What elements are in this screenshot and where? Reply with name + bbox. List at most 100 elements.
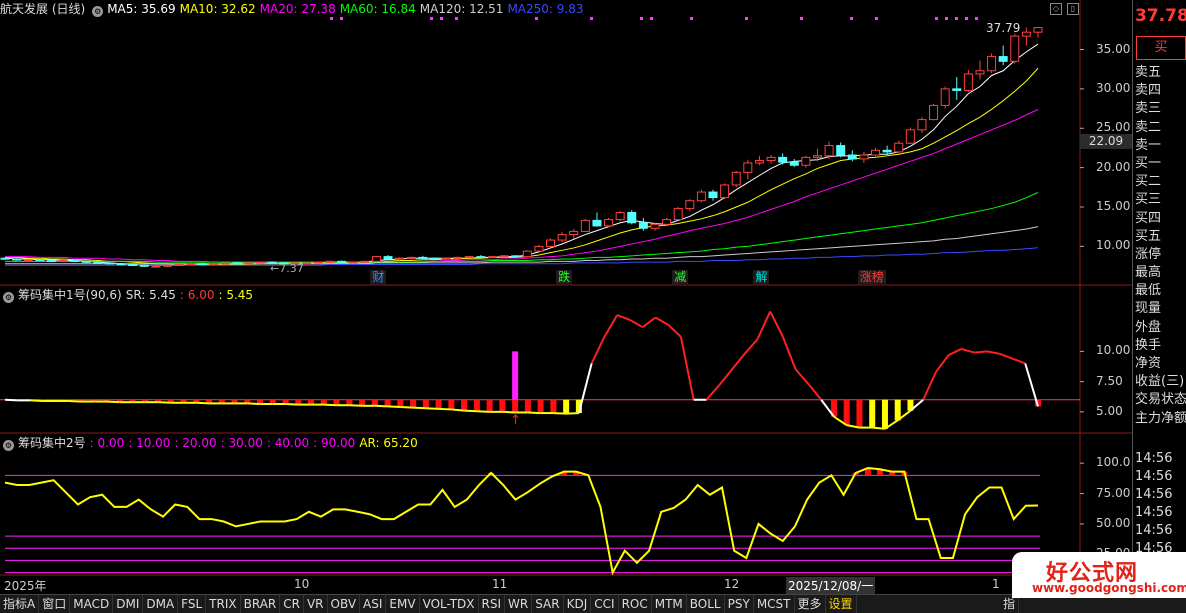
sr-bar: [193, 399, 200, 403]
indicator-tab[interactable]: WR: [505, 595, 533, 613]
indicator-tab[interactable]: PSY: [725, 595, 754, 613]
quote-field-label[interactable]: 换手: [1135, 337, 1162, 353]
quote-field-label[interactable]: 交易状态: [1135, 392, 1186, 408]
sr-bar: [167, 399, 174, 403]
tick-time-list: 14:56 14:56 14:56 14:56 14:56 14:56: [1135, 450, 1172, 558]
gear-icon[interactable]: ⚙: [3, 292, 14, 303]
candle-body: [731, 171, 741, 186]
indicator-tab[interactable]: CCI: [591, 595, 619, 613]
bottom-right-tab[interactable]: 指: [1000, 595, 1020, 613]
settings-diamond-icon[interactable]: ◇: [1050, 3, 1062, 15]
ar-bar: [561, 471, 568, 476]
quote-field-label[interactable]: 卖四: [1135, 83, 1162, 99]
quote-panel: 37.78 买 卖五 卖四 卖三 卖二 卖一 买一 买二 买三 买四 买五 涨停 最高 最低 现量 外盘 换手…: [1132, 0, 1186, 612]
indicator-tab[interactable]: 更多: [795, 595, 826, 613]
sr-bar: [499, 399, 506, 412]
sr-bar: [231, 399, 238, 404]
indicator-tab[interactable]: KDJ: [564, 595, 592, 613]
event-marker[interactable]: 减: [672, 270, 689, 284]
sr-line-segment: [654, 316, 669, 326]
sr-bar: [129, 399, 136, 403]
y-tick-label: 30.00: [1096, 80, 1131, 95]
indicator-tab[interactable]: DMI: [113, 595, 144, 613]
stock-title[interactable]: 航天发展 (日线): [0, 2, 86, 16]
indicator-tab[interactable]: VR: [304, 595, 328, 613]
sr-bar: [206, 399, 213, 404]
indicator-tab[interactable]: ASI: [360, 595, 387, 613]
sr-line-segment: [961, 348, 975, 354]
indicator-tab[interactable]: TRIX: [206, 595, 241, 613]
sr-line-segment: [718, 368, 733, 386]
quote-field-label[interactable]: 最高: [1135, 265, 1162, 281]
indicator1-title[interactable]: 筹码集中1号(90,6): [18, 288, 122, 302]
event-marker[interactable]: 跌: [556, 270, 573, 284]
quote-field-label[interactable]: 现量: [1135, 301, 1162, 317]
gear-icon[interactable]: ⚙: [92, 6, 104, 17]
indicator-tab[interactable]: MACD: [70, 595, 114, 613]
indicator2-title[interactable]: 筹码集中2号: [18, 436, 86, 450]
quote-field-label[interactable]: 买一: [1135, 155, 1162, 171]
sr-line-segment: [349, 404, 363, 407]
indicator-tab[interactable]: 窗口: [39, 595, 71, 613]
indicator-tab[interactable]: EMV: [386, 595, 420, 613]
sr-bar: [333, 399, 340, 406]
candle-body: [58, 260, 68, 263]
quote-field-label[interactable]: 最低: [1135, 283, 1162, 299]
candle-body: [975, 70, 985, 75]
sr-bar: [320, 399, 327, 405]
event-marker[interactable]: 涨榜: [857, 270, 886, 284]
candle-body: [499, 255, 509, 258]
legend-item: MA20: 27.38: [259, 2, 336, 16]
sr-line-segment: [909, 399, 924, 412]
sr-bar: [486, 399, 493, 412]
buy-button[interactable]: 买: [1136, 36, 1186, 60]
quote-field-label[interactable]: 卖五: [1135, 65, 1162, 80]
sr-bar: [856, 399, 863, 428]
quote-field-label[interactable]: 买四: [1135, 210, 1162, 226]
indicator-tab[interactable]: 设置: [826, 595, 857, 613]
indicator-tab[interactable]: BRAR: [241, 595, 281, 613]
indicator-tab[interactable]: SAR: [532, 595, 564, 613]
candle-body: [952, 88, 962, 91]
indicator-tab[interactable]: RSI: [479, 595, 506, 613]
quote-field-label[interactable]: 主力净额: [1135, 410, 1186, 426]
gear-icon[interactable]: ⚙: [3, 440, 14, 451]
candle-body: [824, 145, 834, 157]
chart-area[interactable]: ↑: [0, 0, 1132, 594]
quote-field-label[interactable]: 卖二: [1135, 119, 1162, 135]
signal-dot: [690, 17, 693, 20]
quote-field-label[interactable]: 涨停: [1135, 246, 1162, 262]
quote-field-label[interactable]: 买五: [1135, 228, 1162, 244]
indicator-tab[interactable]: MTM: [652, 595, 687, 613]
indicator-tab[interactable]: OBV: [328, 595, 361, 613]
indicator-tab[interactable]: VOL-TDX: [420, 595, 479, 613]
indicator-tab[interactable]: 指标A: [0, 595, 40, 613]
quote-field-label[interactable]: 卖三: [1135, 101, 1162, 117]
quote-field-label[interactable]: 卖一: [1135, 137, 1162, 153]
candle-body: [627, 212, 637, 224]
candle-body: [81, 260, 91, 263]
indicator-tab[interactable]: DMA: [143, 595, 179, 613]
quote-field-label[interactable]: 收益(三): [1135, 374, 1185, 390]
quote-field-label[interactable]: 外盘: [1135, 319, 1162, 335]
sr-line-segment: [413, 406, 426, 410]
sr-line-segment: [285, 402, 299, 406]
signal-dot: [455, 17, 458, 20]
quote-field-label[interactable]: 买二: [1135, 174, 1162, 190]
indicator-tab[interactable]: CR: [280, 595, 304, 613]
indicator-tab[interactable]: MCST: [754, 595, 795, 613]
event-marker[interactable]: 财: [370, 270, 387, 284]
sr-bar: [550, 399, 557, 414]
signal-dot: [430, 17, 433, 20]
event-marker[interactable]: 解: [753, 270, 770, 284]
indicator-tab[interactable]: FSL: [178, 595, 207, 613]
window-toggle-icon[interactable]: ▯: [1067, 3, 1079, 15]
indicator-tab[interactable]: BOLL: [687, 595, 725, 613]
indicator-tab[interactable]: ROC: [619, 595, 652, 613]
legend-item: : 40.00: [266, 436, 310, 450]
date-axis: 2025年 10 11 12 2025/12/08/一 1: [0, 576, 1130, 594]
candle-body: [70, 260, 80, 263]
sr-bar: [397, 399, 404, 408]
quote-field-label[interactable]: 买三: [1135, 192, 1162, 208]
quote-field-label[interactable]: 净资: [1135, 356, 1162, 371]
